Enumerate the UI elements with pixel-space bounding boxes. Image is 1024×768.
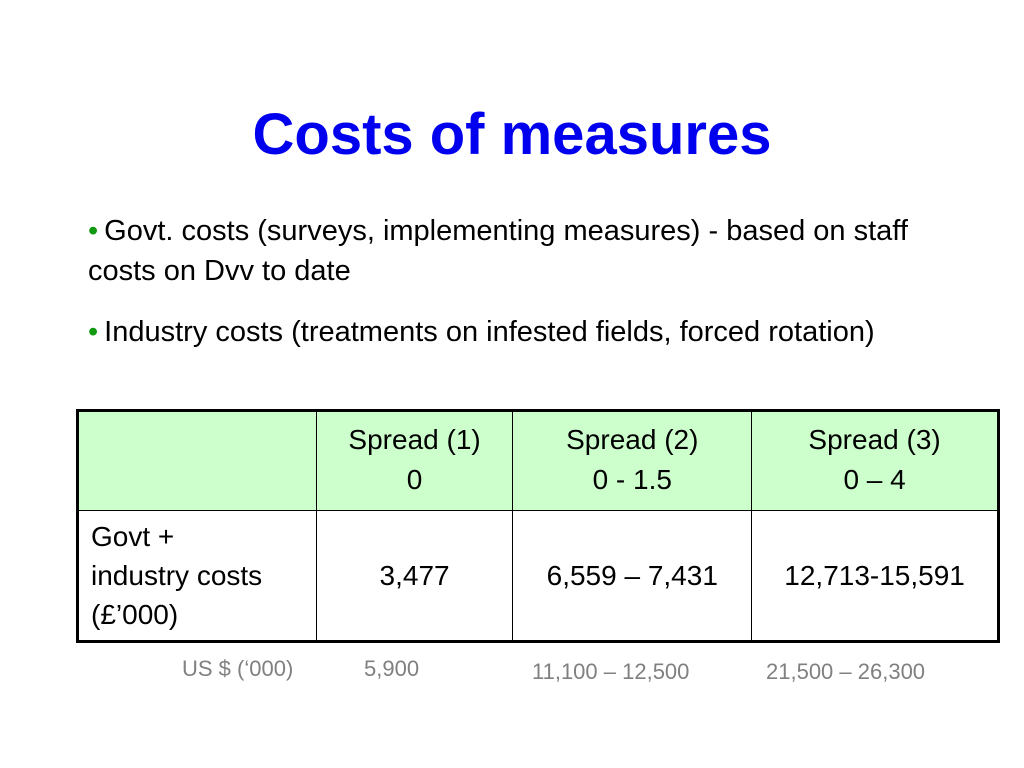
bullet-marker: • bbox=[88, 316, 99, 348]
header-spread-label: Spread (3) bbox=[808, 424, 941, 455]
usd-value-spread-2: 11,100 – 12,500 bbox=[532, 659, 690, 684]
header-spread-label: Spread (2) bbox=[566, 424, 699, 455]
cell-spread-1-cost: 3,477 bbox=[315, 510, 514, 642]
bullet-list: • Govt. costs (surveys, implementing meas… bbox=[88, 211, 958, 373]
usd-row-label: US $ (‘000) bbox=[182, 656, 294, 681]
row-label-line: Govt + bbox=[91, 521, 175, 552]
bullet-item-industry-costs: • Industry costs (treatments on infested … bbox=[88, 312, 958, 352]
bullet-marker: • bbox=[88, 215, 99, 247]
cost-table: Spread (1) 0 Spread (2) 0 - 1.5 Spread (… bbox=[76, 409, 1000, 643]
usd-value-spread-3: 21,500 – 26,300 bbox=[766, 659, 926, 684]
table-header-row: Spread (1) 0 Spread (2) 0 - 1.5 Spread (… bbox=[77, 410, 999, 511]
bullet-text: Industry costs (treatments on infested f… bbox=[104, 316, 875, 348]
header-cell-spread-2: Spread (2) 0 - 1.5 bbox=[512, 410, 753, 511]
row-label-line: (£’000) bbox=[91, 599, 179, 630]
row-label-line: industry costs bbox=[91, 560, 263, 591]
header-spread-range: 0 – 4 bbox=[843, 464, 906, 495]
cell-spread-2-cost: 6,559 – 7,431 bbox=[512, 510, 753, 642]
usd-value-spread-1: 5,900 bbox=[364, 656, 420, 681]
header-spread-range: 0 bbox=[406, 464, 423, 495]
row-label-govt-industry-costs: Govt + industry costs (£’000) bbox=[77, 510, 317, 642]
header-spread-label: Spread (1) bbox=[348, 424, 481, 455]
header-cell-spread-3: Spread (3) 0 – 4 bbox=[751, 410, 999, 511]
cell-spread-3-cost: 12,713-15,591 bbox=[751, 510, 999, 642]
bullet-text: Govt. costs (surveys, implementing measu… bbox=[88, 215, 908, 287]
table-row: Govt + industry costs (£’000) 3,477 6,55… bbox=[77, 510, 999, 642]
header-cell-empty bbox=[77, 410, 317, 511]
header-spread-range: 0 - 1.5 bbox=[592, 464, 672, 495]
slide-title: Costs of measures bbox=[252, 102, 772, 167]
bullet-item-govt-costs: • Govt. costs (surveys, implementing meas… bbox=[88, 211, 958, 291]
header-cell-spread-1: Spread (1) 0 bbox=[315, 410, 514, 511]
